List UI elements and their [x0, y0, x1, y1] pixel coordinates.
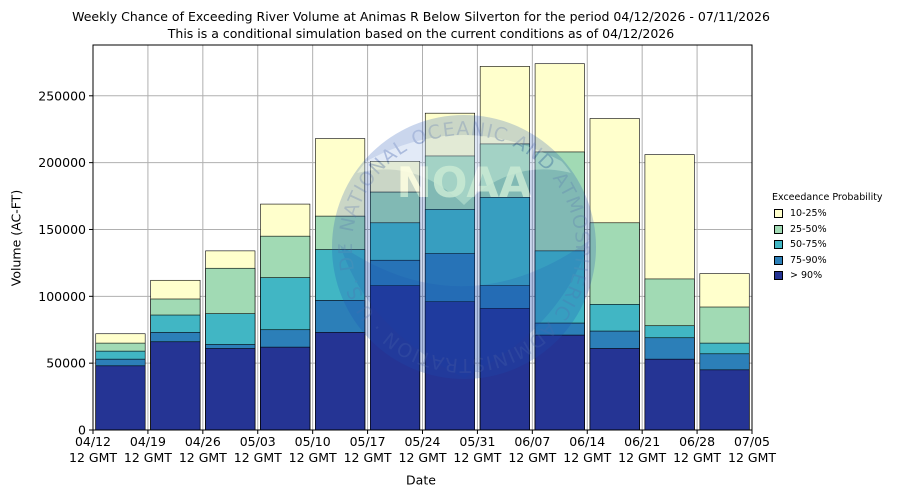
y-tick-label: 50000 [46, 356, 86, 371]
bar-90-04/12-04/19 [95, 365, 146, 431]
x-tick-label-time: 12 GMT [453, 450, 501, 465]
x-tick-label-date: 05/03 [240, 434, 276, 449]
x-tick-label-date: 05/24 [404, 434, 440, 449]
legend-swatch [774, 271, 783, 281]
x-tick-label-time: 12 GMT [673, 450, 721, 465]
bar-90-05/10-05/17 [315, 332, 366, 431]
y-tick-label: 100000 [38, 289, 86, 304]
bar-90-06/21-06/28 [644, 358, 695, 431]
noaa-logo-wave [340, 240, 590, 378]
x-tick-label-date: 05/31 [459, 434, 495, 449]
bar-90-04/19-04/26 [150, 341, 201, 431]
x-tick-label-time: 12 GMT [399, 450, 447, 465]
x-tick-label-time: 12 GMT [618, 450, 666, 465]
legend-label: 75-90% [790, 254, 827, 266]
bar-90-04/26-05/03 [205, 348, 256, 431]
legend-item: 75-90% [772, 253, 883, 269]
x-tick-label-date: 06/28 [679, 434, 715, 449]
bar-90-06/28-07/05 [699, 369, 750, 431]
legend-item: 50-75% [772, 237, 883, 253]
bar-90-05/03-05/10 [260, 346, 311, 431]
x-tick-label-date: 06/14 [569, 434, 605, 449]
legend-label: > 90% [790, 270, 823, 282]
grid-lines [92, 45, 753, 431]
x-tick-label-date: 07/05 [734, 434, 770, 449]
noaa-logo-bird [336, 135, 592, 205]
legend: Exceedance Probability 10-25% 25-50% 50-… [772, 192, 883, 284]
legend-item: 10-25% [772, 206, 883, 222]
x-tick-label-date: 06/21 [624, 434, 660, 449]
legend-label: 10-25% [790, 208, 827, 220]
x-tick-label-time: 12 GMT [179, 450, 227, 465]
chart-title: Weekly Chance of Exceeding River Volume … [72, 9, 770, 24]
bar-90-05/17-05/24 [370, 285, 421, 431]
y-tick-label: 250000 [38, 88, 86, 103]
y-tick-label: 0 [78, 423, 86, 438]
y-axis-label: Volume (AC-FT) [8, 189, 24, 287]
legend-title: Exceedance Probability [772, 192, 883, 203]
x-tick-label-time: 12 GMT [69, 450, 117, 465]
legend-item: > 90% [772, 268, 883, 284]
bar-90-05/24-05/31 [424, 301, 475, 431]
x-tick-label-time: 12 GMT [563, 450, 611, 465]
legend-swatch [774, 209, 783, 219]
x-tick-label-time: 12 GMT [124, 450, 172, 465]
bar-90-06/14-06/21 [589, 348, 640, 431]
noaa-logo-disc [332, 115, 596, 379]
legend-item: 25-50% [772, 222, 883, 238]
x-tick-label-time: 12 GMT [344, 450, 392, 465]
legend-swatch [774, 240, 783, 250]
bar-90-06/07-06/14 [534, 334, 585, 431]
x-tick-label-time: 12 GMT [289, 450, 337, 465]
legend-swatch [774, 255, 783, 265]
x-axis-label: Date [406, 472, 436, 488]
legend-label: 25-50% [790, 223, 827, 235]
x-tick-label-time: 12 GMT [728, 450, 776, 465]
x-tick-label-date: 05/10 [295, 434, 331, 449]
legend-swatch [774, 224, 783, 234]
x-tick-label-date: 06/07 [514, 434, 550, 449]
bars [95, 63, 750, 431]
x-tick-label-date: 04/19 [130, 434, 166, 449]
x-tick-label-time: 12 GMT [508, 450, 556, 465]
x-tick-label-date: 04/12 [75, 434, 111, 449]
x-tick-label-time: 12 GMT [234, 450, 282, 465]
chart-subtitle: This is a conditional simulation based o… [167, 26, 675, 41]
x-tick-label-date: 05/17 [350, 434, 386, 449]
legend-label: 50-75% [790, 239, 827, 251]
x-tick-label-date: 04/26 [185, 434, 221, 449]
bar-90-05/31-06/07 [479, 308, 530, 431]
y-tick-label: 150000 [38, 222, 86, 237]
y-tick-label: 200000 [38, 155, 86, 170]
noaa-center-text: NOAA [397, 158, 532, 207]
